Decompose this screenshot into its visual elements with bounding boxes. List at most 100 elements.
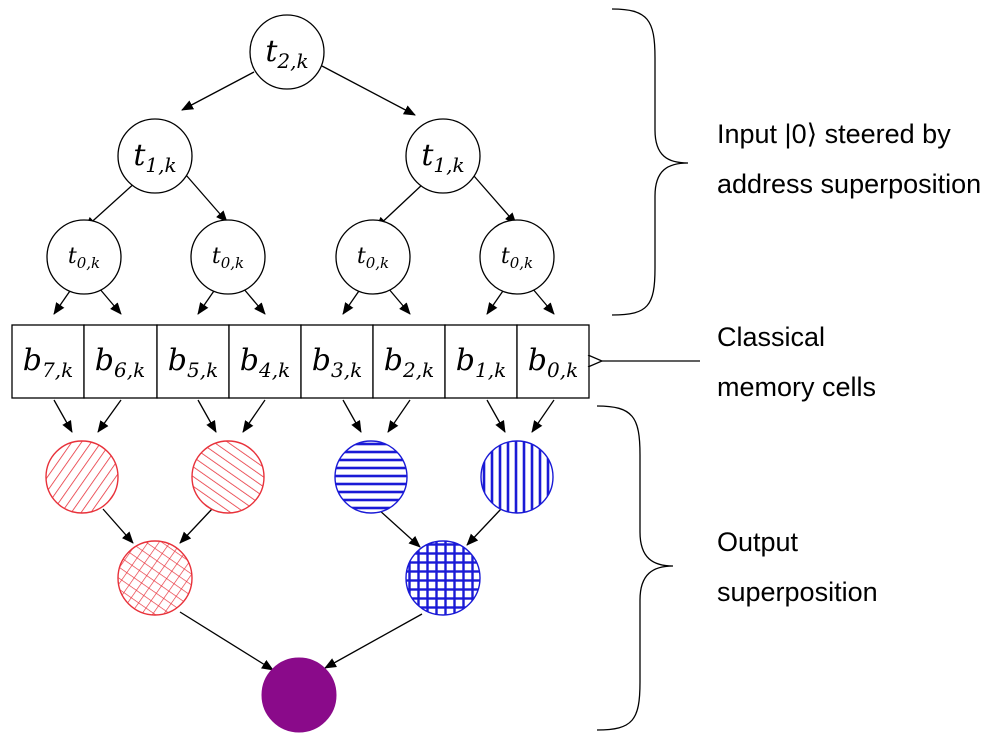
svg-text:b7,k: b7,k [23, 343, 73, 382]
edge-t0a-r [98, 287, 122, 315]
svg-text:b0,k: b0,k [528, 343, 578, 382]
blue-vertical-circle [480, 440, 554, 514]
tree-node-l0-a: t0,k [46, 219, 122, 295]
cell-sub: 5,k [187, 358, 218, 382]
tree-edges [53, 65, 555, 315]
edge-t0b-r [242, 287, 266, 315]
braces [596, 8, 689, 731]
red-hatched-circle [45, 440, 119, 514]
edge-b1b-b2 [466, 508, 502, 546]
side-labels: Input |0⟩ steered by address superpositi… [717, 119, 981, 607]
edge-t0b-l [197, 287, 217, 315]
tree-node-l1-right: t1,k [405, 118, 481, 194]
input-label-line1: Input |0⟩ steered by [717, 119, 951, 149]
tree-node-l0-d: t0,k [479, 219, 555, 295]
svg-text:b3,k: b3,k [312, 343, 362, 382]
svg-text:b6,k: b6,k [95, 343, 145, 382]
cell-sub: 3,k [331, 358, 362, 382]
edge-root-right [321, 65, 416, 116]
purple-output-circle [261, 657, 337, 733]
edge-t0d-r [531, 287, 555, 315]
svg-text:b1,k: b1,k [456, 343, 506, 382]
cell-var: b [168, 343, 187, 378]
edge-b0-out [531, 399, 555, 433]
edge-b1-out [486, 399, 506, 433]
cell-sub: 7,k [42, 358, 73, 382]
memory-cell-b1: b1,k [444, 324, 518, 399]
cell-sub: 0,k [547, 358, 578, 382]
output-brace [596, 405, 674, 731]
node-var: t [421, 138, 434, 173]
svg-text:b5,k: b5,k [168, 343, 218, 382]
memory-cell-b4: b4,k [228, 324, 302, 399]
blue-grid-circle [405, 540, 481, 616]
edge-r1a [375, 182, 425, 229]
svg-text:t0,k: t0,k [68, 244, 100, 272]
memory-label-line1: Classical [717, 322, 825, 352]
input-label-line2: address superposition [717, 169, 981, 199]
cell-sub: 2,k [402, 358, 434, 382]
edge-t0c-r [387, 287, 411, 315]
node-var: t [133, 138, 146, 173]
output-nodes [45, 440, 554, 733]
cell-sub: 1,k [475, 358, 506, 382]
tree-node-root: t2,k [249, 14, 325, 90]
output-edges [53, 399, 555, 671]
node-sub: 1,k [145, 153, 176, 177]
cell-var: b [528, 343, 547, 378]
cell-var: b [312, 343, 331, 378]
memory-label-line2: memory cells [717, 372, 876, 402]
edge-r1b [473, 175, 517, 225]
edge-l1a [84, 180, 138, 229]
edge-b4-out [242, 399, 266, 433]
svg-text:t0,k: t0,k [357, 244, 389, 272]
tree-node-l0-c: t0,k [335, 219, 411, 295]
memory-cell-b0: b0,k [516, 324, 590, 399]
tree-node-l1-left: t1,k [117, 118, 193, 194]
blue-horizontal-circle [334, 440, 408, 514]
svg-text:t0,k: t0,k [501, 244, 533, 272]
cell-var: b [240, 343, 259, 378]
edge-t0c-l [342, 287, 362, 315]
memory-cell-b7: b7,k [11, 324, 85, 399]
edge-l1b [185, 174, 228, 223]
edge-b2-out [387, 399, 411, 433]
node-var: t [68, 244, 77, 269]
edge-b7-out [53, 399, 73, 433]
node-var: t [501, 244, 510, 269]
cell-var: b [95, 343, 114, 378]
memory-row: b7,k b6,k b5,k b4,k b3,k [11, 324, 590, 399]
input-brace [611, 8, 689, 316]
tree-node-l0-b: t0,k [190, 219, 266, 295]
memory-cell-b5: b5,k [156, 324, 230, 399]
svg-text:b4,k: b4,k [240, 343, 290, 382]
svg-text:b2,k: b2,k [384, 343, 434, 382]
edge-r1-r2 [102, 508, 134, 544]
red-crosshatch-circle [117, 540, 193, 616]
edge-b5-out [197, 399, 217, 433]
red-hatched-circle [191, 440, 265, 514]
node-var: t [265, 34, 278, 69]
node-sub: 0,k [77, 254, 100, 272]
cell-sub: 4,k [258, 358, 290, 382]
cell-var: b [456, 343, 475, 378]
cell-var: b [384, 343, 403, 378]
output-label-line2: superposition [717, 577, 878, 607]
memory-cell-b6: b6,k [83, 324, 158, 399]
edge-t0a-l [53, 287, 73, 315]
svg-text:t1,k: t1,k [133, 138, 176, 177]
edge-b3-out [342, 399, 362, 433]
node-sub: 0,k [221, 254, 244, 272]
edge-red-purple [179, 611, 274, 671]
svg-text:t2,k: t2,k [265, 34, 308, 73]
svg-text:t1,k: t1,k [421, 138, 464, 177]
cell-var: b [23, 343, 42, 378]
node-var: t [212, 244, 221, 269]
node-sub: 0,k [510, 254, 533, 272]
edge-b1-b2 [377, 508, 421, 548]
memory-cell-b3: b3,k [300, 324, 374, 399]
edge-blue-purple [324, 613, 423, 669]
edge-t0d-l [486, 287, 506, 315]
output-label-line1: Output [717, 527, 799, 557]
